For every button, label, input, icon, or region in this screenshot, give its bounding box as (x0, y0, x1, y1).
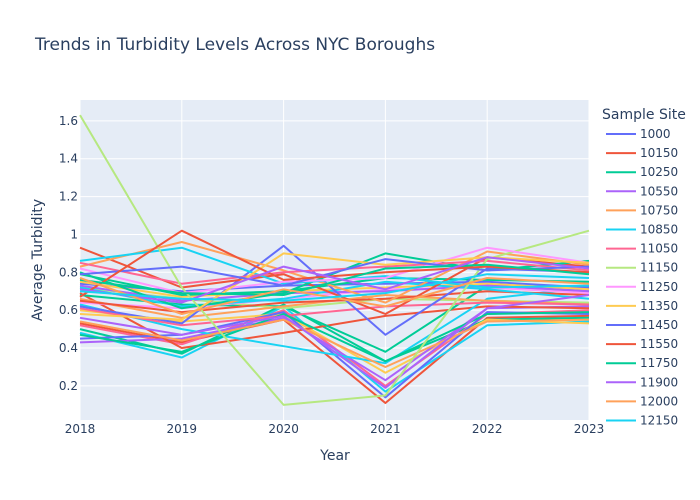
x-tick-label: 2019 (167, 422, 198, 436)
legend-item-11550[interactable]: 11550 (606, 337, 678, 351)
x-axis-title: Year (319, 448, 350, 464)
legend-title: Sample Site (602, 107, 686, 123)
series-line-11550 (79, 229, 590, 298)
legend-label: 10750 (640, 203, 678, 217)
y-axis-ticks: 0.2 0.4 0.6 0.8 1 1.2 1.4 1.6 (59, 114, 78, 393)
y-tick-label: 1.2 (59, 190, 78, 204)
x-tick-label: 2020 (268, 422, 299, 436)
legend-item-10150[interactable]: 10150 (606, 146, 678, 160)
legend[interactable]: Sample Site 1000 10150 10250 10550 10750 1085… (602, 107, 686, 428)
series-line-11250 (79, 246, 590, 295)
legend-label: 12000 (640, 394, 678, 408)
series-line-11050 (79, 259, 590, 285)
legend-label: 12150 (640, 414, 678, 428)
legend-item-12150[interactable]: 12150 (606, 414, 678, 428)
x-tick-label: 2022 (472, 422, 503, 436)
legend-label: 11750 (640, 356, 678, 370)
legend-item-11900[interactable]: 11900 (606, 375, 678, 389)
series-line-unlisted-9 (79, 286, 590, 365)
x-tick-label: 2021 (370, 422, 401, 436)
legend-label: 11550 (640, 337, 678, 351)
legend-item-11350[interactable]: 11350 (606, 299, 678, 313)
legend-item-10750[interactable]: 10750 (606, 203, 678, 217)
y-tick-label: 1.6 (59, 114, 78, 128)
series-line-unlisted-22 (79, 318, 590, 368)
legend-label: 10150 (640, 146, 678, 160)
legend-item-11450[interactable]: 11450 (606, 318, 678, 332)
x-axis-ticks: 2018 2019 2020 2021 2022 2023 (65, 422, 605, 436)
legend-item-11750[interactable]: 11750 (606, 356, 678, 370)
legend-label: 10850 (640, 223, 678, 237)
series-lines (79, 114, 590, 406)
legend-label: 11050 (640, 242, 678, 256)
y-axis-title: Average Turbidity (30, 199, 46, 321)
legend-item-12000[interactable]: 12000 (606, 394, 678, 408)
legend-label: 1000 (640, 127, 671, 141)
y-tick-label: 0.8 (59, 265, 78, 279)
legend-item-10850[interactable]: 10850 (606, 223, 678, 237)
y-tick-label: 0.2 (59, 379, 78, 393)
legend-label: 11350 (640, 299, 678, 313)
legend-item-11050[interactable]: 11050 (606, 242, 678, 256)
x-tick-label: 2018 (65, 422, 96, 436)
series-line-11900 (79, 256, 590, 304)
legend-label: 10250 (640, 165, 678, 179)
y-tick-label: 1 (70, 227, 78, 241)
legend-item-11150[interactable]: 11150 (606, 261, 678, 275)
legend-label: 11900 (640, 375, 678, 389)
legend-label: 11250 (640, 280, 678, 294)
legend-item-10550[interactable]: 10550 (606, 184, 678, 198)
legend-item-10250[interactable]: 10250 (606, 165, 678, 179)
y-tick-label: 1.4 (59, 152, 78, 166)
legend-item-1000[interactable]: 1000 (606, 127, 671, 141)
legend-label: 11150 (640, 261, 678, 275)
series-line-11450 (79, 258, 590, 287)
series-line-11150 (79, 114, 590, 406)
series-line-10550 (79, 294, 590, 389)
series-line-unlisted-21 (79, 311, 590, 363)
chart-title: Trends in Turbidity Levels Across NYC Bo… (34, 35, 435, 55)
y-tick-label: 0.6 (59, 303, 78, 317)
series-line-12150 (79, 273, 590, 302)
y-tick-label: 0.4 (59, 341, 78, 355)
series-line-11750 (79, 263, 590, 296)
series-line-unlisted-19 (79, 301, 590, 327)
legend-label: 11450 (640, 318, 678, 332)
legend-label: 10550 (640, 184, 678, 198)
x-tick-label: 2023 (574, 422, 605, 436)
legend-item-11250[interactable]: 11250 (606, 280, 678, 294)
